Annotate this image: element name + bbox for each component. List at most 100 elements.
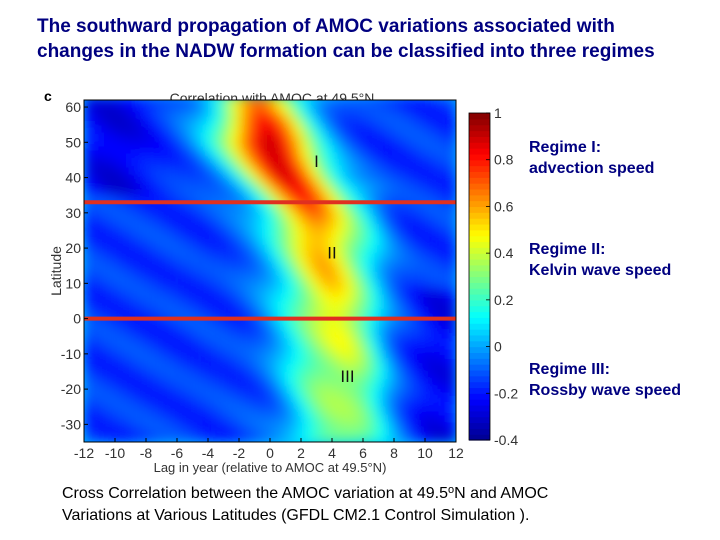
heatmap-cell xyxy=(200,216,209,224)
heatmap-cell xyxy=(270,117,279,126)
heatmap-cell xyxy=(153,329,163,337)
heatmap-cell xyxy=(293,279,302,288)
heatmap-cell xyxy=(184,413,194,422)
heatmap-cell xyxy=(370,420,380,429)
heatmap-cell xyxy=(324,216,333,224)
heatmap-cell xyxy=(448,174,456,182)
heatmap-cell xyxy=(192,181,201,189)
heatmap-cell xyxy=(432,286,442,295)
heatmap-cell xyxy=(332,230,341,239)
heatmap-cell xyxy=(401,166,411,175)
heatmap-cell xyxy=(192,124,201,133)
heatmap-cell xyxy=(246,399,256,408)
heatmap-cell xyxy=(277,286,287,295)
heatmap-cell xyxy=(153,174,163,182)
heatmap-cell xyxy=(293,110,302,119)
heatmap-cell xyxy=(316,223,325,232)
heatmap-cell xyxy=(363,329,372,337)
heatmap-cell xyxy=(308,223,318,232)
heatmap-cell xyxy=(378,399,387,408)
heatmap-cell xyxy=(84,378,93,387)
heatmap-cell xyxy=(161,286,170,295)
heatmap-cell xyxy=(208,357,217,366)
heatmap-cell xyxy=(347,237,356,246)
heatmap-cell xyxy=(355,357,364,366)
heatmap-cell xyxy=(115,138,124,147)
heatmap-cell xyxy=(347,293,356,302)
heatmap-cell xyxy=(339,300,349,309)
heatmap-cell xyxy=(239,216,248,224)
heatmap-cell xyxy=(394,237,403,246)
heatmap-cell xyxy=(169,103,178,112)
heatmap-cell xyxy=(161,117,170,126)
heatmap-cell xyxy=(84,244,93,253)
heatmap-cell xyxy=(347,195,356,203)
heatmap-cell xyxy=(246,300,256,309)
heatmap-cell xyxy=(332,413,341,422)
heatmap-cell xyxy=(370,209,380,217)
heatmap-cell xyxy=(215,406,225,415)
heatmap-cell xyxy=(301,300,310,309)
heatmap-cell xyxy=(370,406,380,415)
heatmap-cell xyxy=(239,159,248,168)
heatmap-cell xyxy=(293,223,302,232)
heatmap-cell xyxy=(370,181,380,189)
heatmap-cell xyxy=(316,237,325,246)
heatmap-cell xyxy=(347,272,356,281)
heatmap-cell xyxy=(401,399,411,408)
heatmap-cell xyxy=(401,117,411,126)
heatmap-cell xyxy=(177,371,186,380)
heatmap-cell xyxy=(332,152,341,161)
heatmap-cell xyxy=(200,152,209,161)
heatmap-cell xyxy=(184,117,194,126)
heatmap-cell xyxy=(192,364,201,373)
heatmap-cell xyxy=(440,230,449,239)
heatmap-cell xyxy=(200,181,209,189)
heatmap-cell xyxy=(262,265,271,274)
heatmap-cell xyxy=(409,385,418,394)
heatmap-cell xyxy=(417,399,426,408)
heatmap-cell xyxy=(184,124,194,133)
heatmap-cell xyxy=(285,251,294,260)
heatmap-cell xyxy=(270,138,279,147)
heatmap-cell xyxy=(339,202,349,210)
heatmap-cell xyxy=(208,300,217,309)
heatmap-cell xyxy=(215,166,225,175)
heatmap-cell xyxy=(138,357,147,366)
colorbar-segment xyxy=(469,258,490,266)
heatmap-cell xyxy=(324,329,333,337)
heatmap-cell xyxy=(332,145,341,154)
heatmap-cell xyxy=(293,371,302,380)
heatmap-cell xyxy=(107,251,116,260)
heatmap-cell xyxy=(440,117,449,126)
heatmap-cell xyxy=(425,378,434,387)
heatmap-cell xyxy=(308,188,318,196)
heatmap-cell xyxy=(293,209,302,217)
heatmap-cell xyxy=(409,145,418,154)
heatmap-cell xyxy=(432,237,442,246)
heatmap-cell xyxy=(177,336,186,344)
heatmap-cell xyxy=(130,110,139,119)
heatmap-cell xyxy=(107,272,116,281)
heatmap-cell xyxy=(169,364,178,373)
heatmap-cell xyxy=(378,138,387,147)
heatmap-cell xyxy=(84,279,93,288)
heatmap-cell xyxy=(316,420,325,429)
heatmap-cell xyxy=(231,322,240,330)
heatmap-cell xyxy=(301,336,310,344)
heatmap-cell xyxy=(177,378,186,387)
heatmap-cell xyxy=(208,124,217,133)
heatmap-cell xyxy=(308,103,318,112)
heatmap-cell xyxy=(231,202,240,210)
heatmap-cell xyxy=(138,244,147,253)
heatmap-cell xyxy=(301,265,310,274)
heatmap-cell xyxy=(115,427,124,436)
heatmap-cell xyxy=(262,223,271,232)
heatmap-cell xyxy=(169,251,178,260)
heatmap-cell xyxy=(192,300,201,309)
heatmap-cell xyxy=(200,223,209,232)
heatmap-cell xyxy=(386,195,395,203)
heatmap-cell xyxy=(440,110,449,119)
heatmap-cell xyxy=(223,286,232,295)
heatmap-cell xyxy=(246,420,256,429)
